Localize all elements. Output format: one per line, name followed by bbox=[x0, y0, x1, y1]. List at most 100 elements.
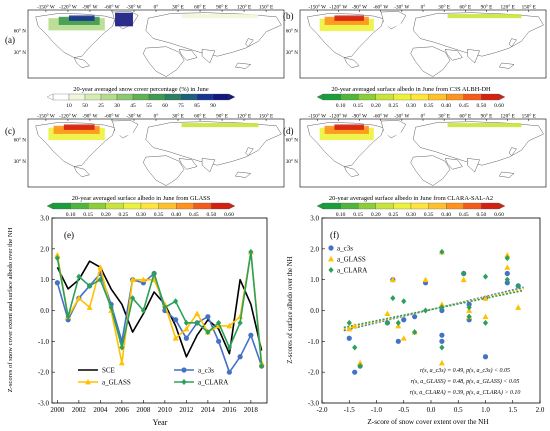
lon-tick-label: 0° bbox=[154, 4, 159, 11]
legend-marker-a_GLASS bbox=[85, 379, 91, 385]
scatter-point-a_CLARA bbox=[357, 363, 363, 369]
lon-tick-label: 60° E bbox=[459, 4, 471, 11]
panel-e-plot bbox=[54, 248, 265, 375]
lat-tick-label: 30° N bbox=[14, 49, 27, 56]
colorbar-tick-label: 0.30 bbox=[406, 103, 416, 109]
colorbar-b-title: 20-year averaged surface albedo in June … bbox=[331, 86, 491, 93]
map-a: -150° W -120° W -90° W -60° W -30° W 0° 30° E 6… bbox=[14, 4, 285, 79]
colorbar-d: 0.10 0.15 0.20 0.25 0.30 0.35 0.40 0.45 0.50 0.60 bbox=[316, 202, 506, 218]
colorbar-tick-label: 75 bbox=[178, 103, 184, 109]
lon-tick-label: 30° E bbox=[172, 4, 184, 11]
lon-tick-label: 30° E bbox=[438, 4, 450, 11]
map-land bbox=[508, 38, 517, 48]
legend-marker-a_CLARA bbox=[181, 379, 187, 385]
colorbar-a-title: 20-year averaged snow cover percentage (… bbox=[73, 86, 209, 93]
colorbar-tick-label: 0.45 bbox=[189, 212, 199, 218]
data-point-a_CLARA bbox=[162, 304, 168, 311]
colorbar-swatch bbox=[132, 93, 150, 101]
map-land bbox=[343, 166, 360, 178]
colorbar-swatch bbox=[148, 93, 166, 101]
lon-tick-label: 90° E bbox=[216, 113, 228, 120]
y-tick-label: -3.0 bbox=[308, 400, 320, 408]
lon-tick-label: -90° W bbox=[352, 4, 367, 11]
map-d: -150° W -120° W -90° W -60° W -30° W 0° 30° E 6… bbox=[286, 113, 547, 188]
data-point-a_c3s bbox=[205, 314, 211, 320]
scatter-point-a_c3s bbox=[504, 280, 510, 286]
data-point-a_c3s bbox=[248, 332, 254, 338]
scatter-point-a_GLASS bbox=[438, 301, 445, 307]
colorbar-tick-label: 0.60 bbox=[494, 103, 504, 109]
x-tick-label: 0.5 bbox=[454, 406, 463, 414]
colorbar-tick-label: 0.45 bbox=[459, 212, 469, 218]
x-tick-label: -1.5 bbox=[344, 406, 356, 414]
lon-tick-label: -90° W bbox=[82, 113, 97, 120]
data-point-a_CLARA bbox=[216, 319, 222, 326]
albedo-patch bbox=[181, 123, 259, 128]
map-land bbox=[498, 171, 515, 178]
lon-tick-label: -120° W bbox=[330, 113, 348, 120]
x-tick-label: 2018 bbox=[244, 406, 259, 414]
lon-tick-label: 150° E bbox=[522, 113, 536, 120]
scatter-point-a_CLARA bbox=[390, 295, 396, 302]
data-point-a_CLARA bbox=[151, 270, 157, 277]
y-tick-label: 0.0 bbox=[310, 307, 319, 315]
lon-tick-label: 0° bbox=[421, 4, 426, 11]
data-point-a_CLARA bbox=[119, 344, 125, 351]
data-point-a_GLASS bbox=[226, 322, 233, 329]
data-point-a_c3s bbox=[173, 317, 179, 323]
lon-tick-label: 30° E bbox=[438, 113, 450, 120]
scatter-point-a_CLARA bbox=[466, 313, 472, 320]
colorbar-tick-label: 0.40 bbox=[441, 103, 451, 109]
colorbar-swatch bbox=[196, 93, 214, 101]
scatter-point-a_CLARA bbox=[461, 270, 467, 277]
colorbar-swatch bbox=[481, 202, 500, 210]
colorbar-tick-label: 0.10 bbox=[336, 103, 346, 109]
colorbar-swatch bbox=[446, 202, 464, 210]
y-tick-label: -1.0 bbox=[38, 338, 50, 346]
legend-label-a_GLASS: a_GLASS bbox=[337, 256, 366, 264]
colorbar-b: 0.10 0.15 0.20 0.25 0.30 0.35 0.40 0.45 0.50 0.60 bbox=[316, 93, 506, 109]
lon-tick-label: 150° E bbox=[259, 4, 273, 11]
scatter-point-a_c3s bbox=[352, 369, 358, 375]
map-land bbox=[245, 147, 254, 157]
colorbar-swatch bbox=[375, 93, 394, 101]
map-land bbox=[467, 49, 480, 64]
y-tick-label: -1.0 bbox=[308, 338, 320, 346]
y-tick-label: 2.0 bbox=[40, 245, 49, 253]
albedo-patch bbox=[383, 12, 401, 27]
data-point-a_CLARA bbox=[205, 329, 211, 336]
scatter-point-a_GLASS bbox=[504, 252, 511, 258]
y-tick-label: 2.0 bbox=[310, 245, 319, 253]
panel-e-ylabel: Z-scores of snow cover extent and surfac… bbox=[7, 227, 14, 392]
data-point-a_CLARA bbox=[87, 282, 93, 289]
colorbar-tick-label: 0.45 bbox=[459, 103, 469, 109]
scatter-point-a_CLARA bbox=[504, 276, 510, 283]
scatter-point-a_GLASS bbox=[389, 276, 396, 283]
scatter-point-a_GLASS bbox=[351, 322, 358, 329]
map-c: -150° W -120° W -90° W -60° W -30° W 0° 30° E 6… bbox=[14, 113, 285, 188]
map-land bbox=[142, 46, 185, 77]
scatter-point-a_CLARA bbox=[422, 307, 429, 314]
x-tick-label: 2.0 bbox=[536, 406, 545, 414]
data-point-a_CLARA bbox=[237, 319, 243, 326]
colorbar-swatch bbox=[358, 202, 376, 210]
colorbar-swatch bbox=[176, 202, 194, 210]
data-point-a_CLARA bbox=[130, 295, 136, 302]
colorbar-swatch bbox=[428, 202, 447, 210]
legend-marker-a_c3s bbox=[181, 367, 187, 373]
colorbar-a: 10 50 25 30 45 55 60 75 85 90 bbox=[46, 93, 236, 109]
x-tick-label: 0.0 bbox=[427, 406, 436, 414]
colorbar-swatch bbox=[393, 202, 412, 210]
colorbar-c: 0.10 0.15 0.20 0.25 0.30 0.35 0.40 0.45 0.50 0.60 bbox=[46, 202, 236, 218]
colorbar-tick-label: 0.40 bbox=[171, 212, 181, 218]
scatter-point-a_CLARA bbox=[439, 304, 445, 311]
lon-tick-label: -60° W bbox=[373, 113, 388, 120]
colorbar-swatch bbox=[84, 93, 102, 101]
panel-e-tag: (e) bbox=[64, 230, 74, 240]
scatter-point-a_GLASS bbox=[438, 359, 445, 366]
colorbar-tick-label: 0.30 bbox=[136, 212, 146, 218]
map-panels: -150° W -120° W -90° W -60° W -30° W 0° 30° E 6… bbox=[14, 4, 547, 188]
lon-tick-label: 120° E bbox=[237, 4, 251, 11]
data-point-a_CLARA bbox=[194, 319, 200, 326]
colorbar-swatch bbox=[340, 93, 359, 101]
